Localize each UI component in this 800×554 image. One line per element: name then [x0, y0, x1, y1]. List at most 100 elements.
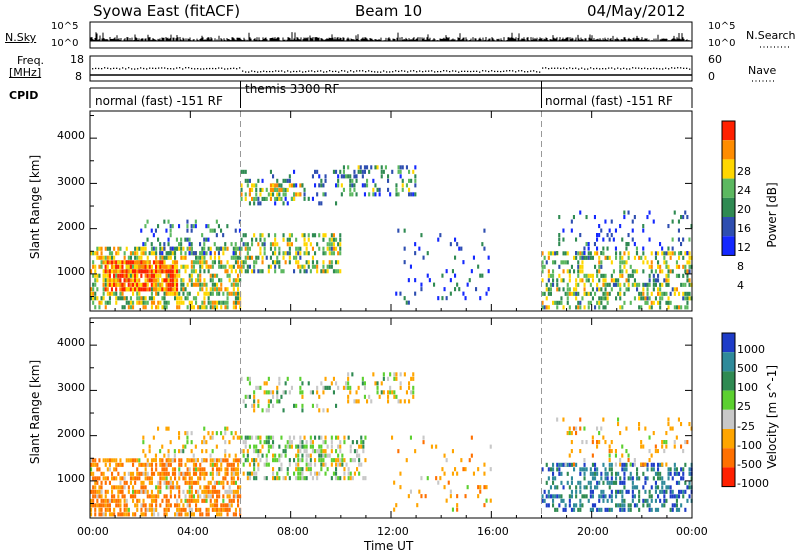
- rti-cell: [211, 278, 214, 283]
- rti-cell: [134, 251, 137, 256]
- rti-cell: [401, 183, 404, 188]
- rti-cell: [218, 467, 221, 472]
- rti-cell: [295, 192, 298, 197]
- rti-cell: [646, 503, 649, 508]
- rti-cell: [363, 385, 366, 390]
- rti-cell: [297, 264, 300, 269]
- rti-cell: [280, 462, 283, 467]
- rti-cell: [623, 264, 626, 269]
- rti-cell: [667, 246, 670, 251]
- rti-cell: [276, 255, 279, 260]
- rti-cell: [155, 494, 158, 499]
- rti-cell: [148, 278, 151, 283]
- nave-dot: [386, 71, 388, 73]
- rti-cell: [180, 242, 183, 247]
- rti-cell: [240, 183, 243, 188]
- rti-cell: [556, 507, 559, 512]
- rti-cell: [355, 390, 358, 395]
- rti-cell: [545, 260, 548, 265]
- rti-cell: [190, 305, 193, 310]
- rti-cell: [167, 278, 170, 283]
- rti-cell: [100, 494, 103, 499]
- rti-cell: [318, 233, 321, 238]
- rti-cell: [462, 291, 465, 296]
- rti-cell: [90, 507, 93, 512]
- rti-cell: [205, 485, 208, 490]
- rti-cell: [600, 300, 603, 305]
- rti-cell: [178, 458, 181, 463]
- rti-cell: [261, 269, 264, 274]
- rti-cell: [155, 305, 158, 310]
- rti-cell: [309, 444, 312, 449]
- rti-cell: [320, 458, 323, 463]
- rti-cell: [261, 408, 264, 413]
- rti-cell: [186, 224, 189, 229]
- rti-cell: [629, 264, 632, 269]
- nave-dot: [407, 71, 409, 73]
- rti-cell: [638, 498, 641, 503]
- rti-cell: [161, 251, 164, 256]
- rti-cell: [293, 403, 296, 408]
- rti-cell: [416, 503, 419, 508]
- rti-cell: [543, 291, 546, 296]
- rti-cell: [591, 453, 594, 458]
- rti-cell: [437, 237, 440, 242]
- rti-cell: [397, 399, 400, 404]
- rti-cell: [104, 503, 107, 508]
- rti-cell: [479, 489, 482, 494]
- rti-cell: [688, 255, 691, 260]
- rti-cell: [157, 287, 160, 292]
- rti-cell: [324, 449, 327, 454]
- rti-cell: [134, 260, 137, 265]
- rti-cell: [142, 282, 145, 287]
- rti-cell: [657, 264, 660, 269]
- rti-cell: [199, 260, 202, 265]
- rti-cell: [410, 178, 413, 183]
- rti-cell: [477, 494, 480, 499]
- rti-cell: [619, 255, 622, 260]
- rti-cell: [205, 458, 208, 463]
- rti-cell: [547, 255, 550, 260]
- rti-cell: [577, 269, 580, 274]
- rti-cell: [163, 476, 166, 481]
- rti-cell: [224, 453, 227, 458]
- rti-cell: [127, 489, 130, 494]
- velocity-ticks: [89, 318, 693, 518]
- rti-cell: [167, 453, 170, 458]
- rti-cell: [596, 444, 599, 449]
- rti-cell: [278, 196, 281, 201]
- rti-cell: [652, 278, 655, 283]
- rti-cell: [326, 408, 329, 413]
- rti-cell: [357, 385, 360, 390]
- rti-cell: [437, 480, 440, 485]
- rti-cell: [213, 507, 216, 512]
- rti-cell: [642, 291, 645, 296]
- rti-cell: [240, 269, 243, 274]
- rti-cell: [665, 264, 668, 269]
- rti-cell: [251, 458, 254, 463]
- rti-cell: [598, 300, 601, 305]
- rti-cell: [274, 251, 277, 256]
- rti-cell: [286, 471, 289, 476]
- rti-cell: [623, 462, 626, 467]
- rti-cell: [560, 471, 563, 476]
- rti-cell: [157, 512, 160, 517]
- rti-cell: [140, 264, 143, 269]
- rti-cell: [263, 251, 266, 256]
- rti-cell: [178, 494, 181, 499]
- rti-cell: [255, 255, 258, 260]
- rti-cell: [646, 476, 649, 481]
- rti-cell: [98, 246, 101, 251]
- rti-cell: [585, 242, 588, 247]
- rti-cell: [376, 385, 379, 390]
- rti-cell: [182, 476, 185, 481]
- rti-cell: [222, 507, 225, 512]
- rti-cell: [282, 192, 285, 197]
- rti-cell: [129, 269, 132, 274]
- rti-cell: [146, 489, 149, 494]
- rti-cell: [426, 273, 429, 278]
- rti-cell: [167, 480, 170, 485]
- rti-cell: [675, 507, 678, 512]
- rti-cell: [226, 458, 229, 463]
- rti-cell: [216, 287, 219, 292]
